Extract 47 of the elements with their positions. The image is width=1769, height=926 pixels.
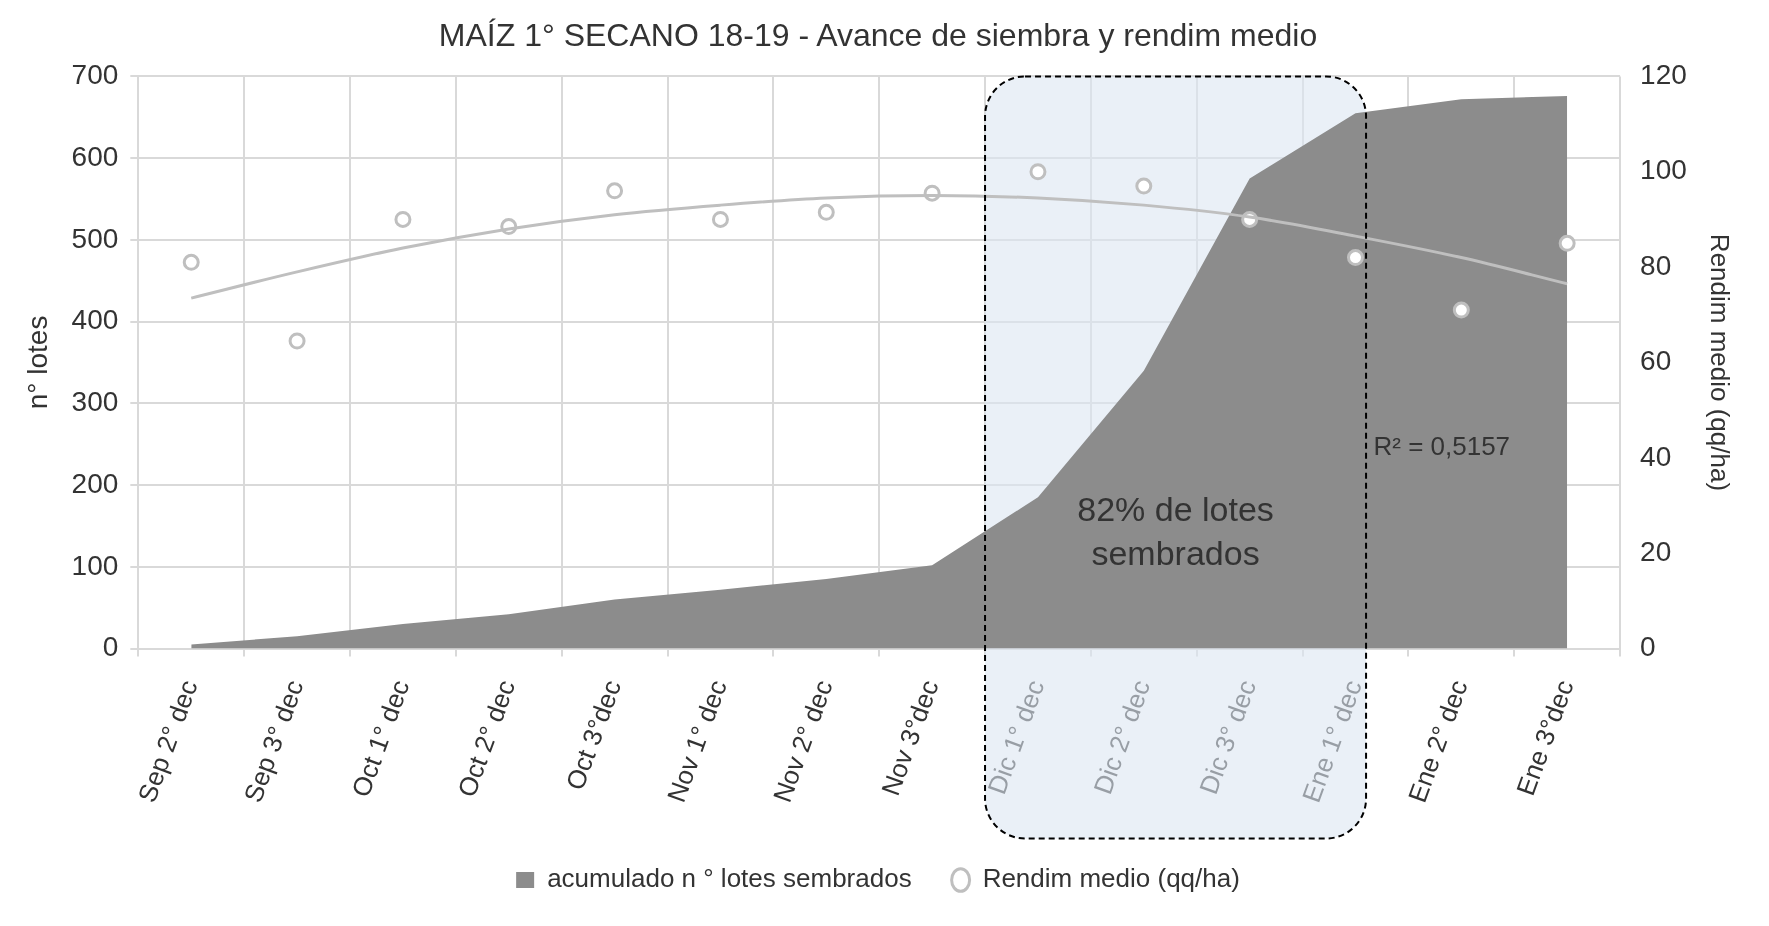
x-tick-label: Ene 3°dec xyxy=(1510,676,1580,800)
x-tick-label: Dic 1° dec xyxy=(981,676,1051,798)
point xyxy=(1029,163,1047,181)
point xyxy=(817,203,835,221)
legend-label: Rendim medio (qq/ha) xyxy=(982,863,1240,894)
x-tick-label: Nov 2° dec xyxy=(766,676,839,807)
y-tick-label: 100 xyxy=(71,549,119,581)
point xyxy=(394,210,412,228)
x-tick-label: Ene 2° dec xyxy=(1401,676,1474,807)
point xyxy=(182,253,200,271)
y-tick-label: 200 xyxy=(71,467,119,499)
chart-title: MAÍZ 1° SECANO 18-19 - Avance de siembra y rendim medio xyxy=(438,17,1318,54)
x-tick-label: Oct 1° dec xyxy=(345,676,416,801)
point xyxy=(1558,234,1576,252)
y-tick-label: 300 xyxy=(71,386,119,418)
point xyxy=(1346,249,1364,267)
y-tick-label: 700 xyxy=(71,59,119,91)
y-tick-label: 600 xyxy=(71,140,119,172)
point xyxy=(711,210,729,228)
band-label: 82% de lotes sembrados xyxy=(1077,490,1274,573)
point xyxy=(606,182,624,200)
annotation: R² = 0,5157 xyxy=(1373,431,1511,462)
y2-tick-label: 60 xyxy=(1640,345,1672,377)
y-tick-label: 0 xyxy=(102,631,119,663)
y2-tick-label: 80 xyxy=(1640,249,1672,281)
y-tick-label: 400 xyxy=(71,304,119,336)
x-tick-label: Dic 2° dec xyxy=(1087,676,1157,798)
point xyxy=(1135,177,1153,195)
y-tick-label: 500 xyxy=(71,222,119,254)
y2-tick-label: 20 xyxy=(1640,535,1672,567)
y2-tick-label: 0 xyxy=(1640,631,1656,663)
legend-label: acumulado n ° lotes sembrados xyxy=(547,863,912,894)
y-axis-title: n° lotes xyxy=(21,315,53,410)
point xyxy=(288,332,306,350)
x-tick-label: Oct 2° dec xyxy=(451,676,522,801)
y2-axis-title: Rendim medio (qq/ha) xyxy=(1705,233,1736,492)
x-tick-label: Dic 3° dec xyxy=(1193,676,1263,798)
point xyxy=(1452,301,1470,319)
y2-tick-label: 40 xyxy=(1640,440,1672,472)
x-tick-label: Nov 3°dec xyxy=(875,676,945,800)
x-tick-label: Sep 2° dec xyxy=(131,676,204,807)
x-tick-label: Nov 1° dec xyxy=(661,676,733,807)
x-tick-label: Ene 1° dec xyxy=(1296,676,1368,807)
x-tick-label: Oct 3°dec xyxy=(559,676,627,794)
y2-tick-label: 100 xyxy=(1640,154,1687,186)
y2-tick-label: 120 xyxy=(1640,59,1687,91)
x-tick-label: Sep 3° dec xyxy=(237,676,310,807)
